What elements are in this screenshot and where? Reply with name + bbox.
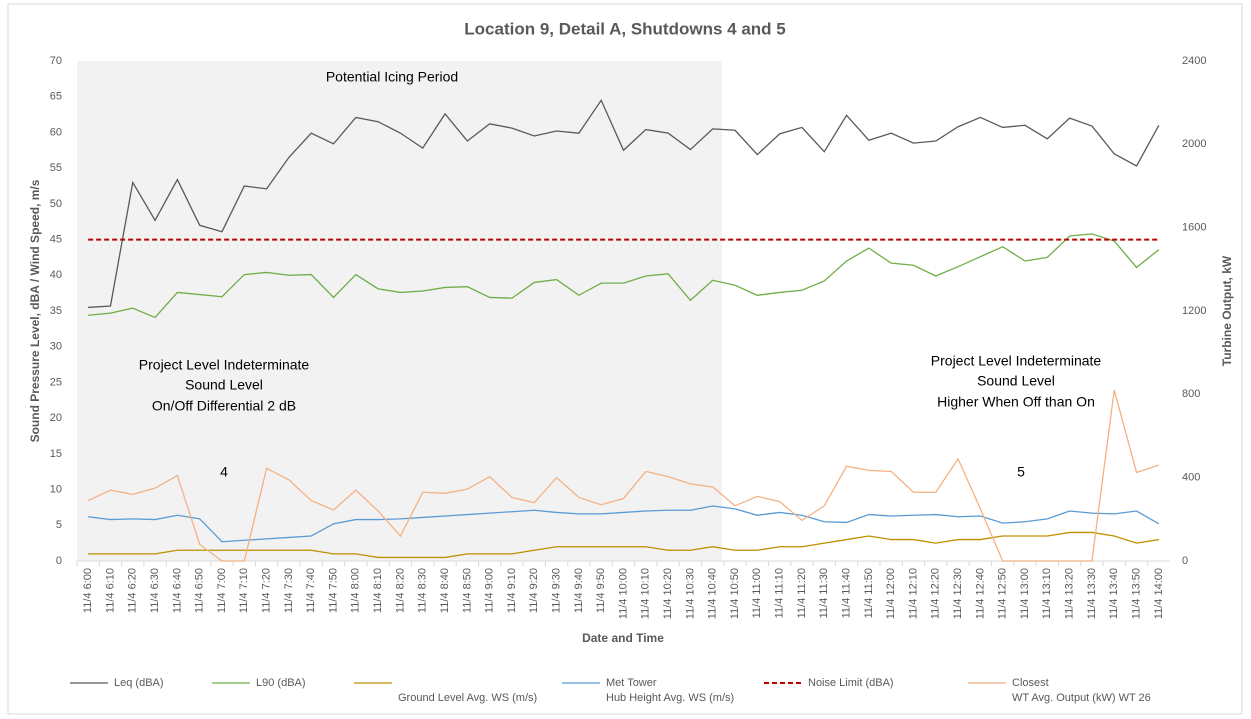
x-tick-label: 11/4 10:00 [617, 568, 629, 619]
icing-shade [77, 61, 722, 561]
x-tick-label: 11/4 13:50 [1130, 568, 1142, 619]
y-tick-label: 5 [56, 519, 62, 531]
y-tick-label: 60 [50, 126, 62, 138]
x-tick-label: 11/4 7:40 [305, 568, 317, 613]
x-tick-label: 11/4 7:20 [261, 568, 273, 613]
x-tick-label: 11/4 8:20 [394, 568, 406, 613]
series-line [88, 531, 1159, 559]
x-tick-label: 11/4 11:50 [863, 568, 875, 618]
y2-tick-label: 400 [1182, 472, 1200, 484]
x-tick-label: 11/4 12:40 [974, 568, 986, 619]
x-tick-label: 11/4 12:10 [907, 568, 919, 619]
series-line [88, 233, 1160, 319]
x-tick-label: 11/4 14:00 [1153, 568, 1165, 619]
chart-title: Location 9, Detail A, Shutdowns 4 and 5 [464, 19, 785, 38]
x-tick-label: 11/4 13:20 [1064, 568, 1076, 619]
x-tick-label: 11/4 6:30 [149, 568, 161, 613]
y-tick-label: 25 [50, 376, 62, 388]
x-tick-label: 11/4 10:20 [662, 568, 674, 619]
x-tick-label: 11/4 13:40 [1108, 568, 1120, 619]
series-line [88, 505, 1160, 543]
legend-label: Hub Height Avg. WS (m/s) [606, 692, 734, 704]
y-tick-label: 45 [50, 233, 62, 245]
legend-label: L90 (dBA) [256, 677, 306, 689]
y2-tick-label: 0 [1182, 555, 1188, 567]
legend-label: WT Avg. Output (kW) WT 26 [1012, 692, 1151, 704]
x-tick-label: 11/4 7:10 [238, 568, 250, 613]
x-tick-label: 11/4 8:00 [350, 568, 362, 613]
annotation: Project Level Indeterminate [931, 353, 1102, 369]
annotation: 4 [220, 464, 228, 480]
y-tick-label: 0 [56, 555, 62, 567]
y-tick-label: 55 [50, 162, 62, 174]
x-tick-label: 11/4 13:30 [1086, 568, 1098, 619]
legend-label: Met Tower [606, 677, 657, 689]
x-tick-label: 11/4 9:10 [506, 568, 518, 613]
y2-tick-label: 1600 [1182, 222, 1206, 234]
annotation: On/Off Differential 2 dB [152, 398, 296, 414]
legend-label: Ground Level Avg. WS (m/s) [398, 692, 537, 704]
y-tick-label: 35 [50, 305, 62, 317]
x-tick-label: 11/4 8:30 [417, 568, 429, 613]
x-tick-label: 11/4 11:20 [796, 568, 808, 618]
x-tick-label: 11/4 10:10 [640, 568, 652, 619]
x-tick-label: 11/4 13:10 [1041, 568, 1053, 619]
x-tick-label: 11/4 8:10 [372, 568, 384, 613]
x-tick-label: 11/4 11:30 [818, 568, 830, 618]
y2-tick-label: 2400 [1182, 55, 1206, 67]
y2-tick-label: 1200 [1182, 305, 1206, 317]
y-tick-label: 15 [50, 448, 62, 460]
x-tick-label: 11/4 11:00 [751, 568, 763, 618]
y2-tick-label: 800 [1182, 388, 1200, 400]
y-tick-label: 65 [50, 91, 62, 103]
x-tick-label: 11/4 12:50 [997, 568, 1009, 619]
x-tick-label: 11/4 9:30 [550, 568, 562, 613]
legend-label: Closest [1012, 677, 1049, 689]
x-tick-label: 11/4 12:20 [930, 568, 942, 619]
series-line [88, 98, 1160, 309]
legend-label: Noise Limit (dBA) [808, 677, 894, 689]
y-tick-label: 40 [50, 269, 62, 281]
x-tick-label: 11/4 11:10 [774, 568, 786, 618]
x-tick-label: 11/4 10:40 [707, 568, 719, 619]
y-axis-title: Sound Pressure Level, dBA / Wind Speed, … [28, 179, 42, 442]
x-tick-label: 11/4 6:20 [127, 568, 139, 613]
y2-tick-label: 2000 [1182, 138, 1206, 150]
x-tick-label: 11/4 6:00 [82, 568, 94, 613]
x-tick-label: 11/4 6:40 [171, 568, 183, 613]
y2-axis-title: Turbine Output, kW [1220, 255, 1234, 366]
annotation: Potential Icing Period [326, 69, 458, 85]
y-tick-label: 20 [50, 412, 62, 424]
x-tick-label: 11/4 13:00 [1019, 568, 1031, 619]
annotation: 5 [1017, 464, 1025, 480]
x-tick-label: 11/4 7:50 [327, 568, 339, 613]
x-tick-label: 11/4 12:00 [885, 568, 897, 619]
annotation: Sound Level [185, 377, 263, 393]
annotation: Higher When Off than On [937, 394, 1095, 410]
x-tick-label: 11/4 11:40 [840, 568, 852, 618]
annotation: Sound Level [977, 373, 1055, 389]
y-tick-label: 30 [50, 341, 62, 353]
x-tick-label: 11/4 8:50 [461, 568, 473, 613]
x-axis-title: Date and Time [582, 631, 664, 645]
x-tick-label: 11/4 9:00 [484, 568, 496, 613]
x-tick-label: 11/4 8:40 [439, 568, 451, 613]
y-tick-label: 10 [50, 483, 62, 495]
series-line [87, 389, 1160, 562]
y-tick-label: 70 [50, 55, 62, 67]
x-tick-label: 11/4 9:40 [573, 568, 585, 613]
x-tick-label: 11/4 12:30 [952, 568, 964, 619]
x-tick-label: 11/4 9:50 [595, 568, 607, 613]
x-tick-label: 11/4 6:10 [104, 568, 116, 613]
annotation: Project Level Indeterminate [139, 357, 310, 373]
x-tick-label: 11/4 9:20 [528, 568, 540, 613]
legend-label: Leq (dBA) [114, 677, 164, 689]
x-tick-label: 11/4 10:50 [729, 568, 741, 619]
x-tick-label: 11/4 7:30 [283, 568, 295, 613]
x-tick-label: 11/4 6:50 [194, 568, 206, 613]
y-tick-label: 50 [50, 198, 62, 210]
x-tick-label: 11/4 10:30 [684, 568, 696, 619]
x-tick-label: 11/4 7:00 [216, 568, 228, 613]
